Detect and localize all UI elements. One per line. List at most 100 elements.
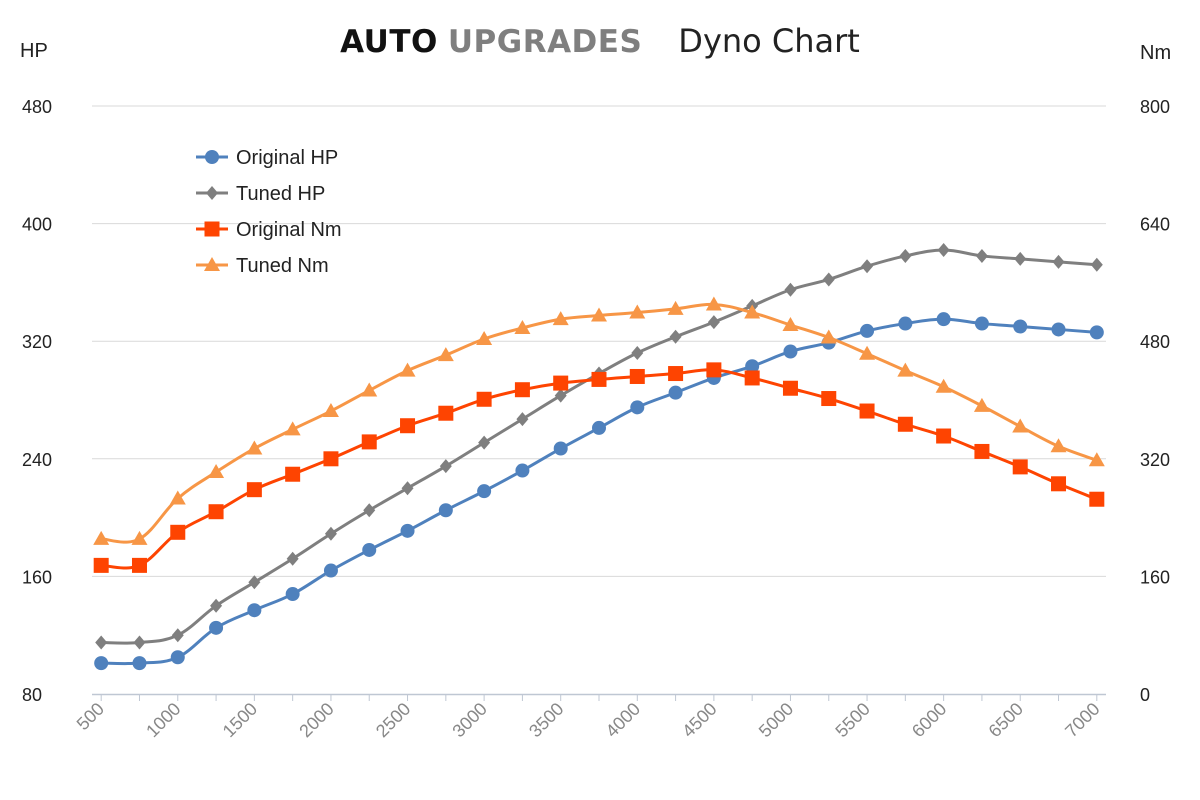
data-point-original-nm (438, 405, 454, 421)
data-point-original-hp (247, 603, 262, 618)
brand-upgrades: UPGRADES (447, 24, 643, 60)
data-point-original-hp (477, 484, 492, 499)
data-point-tuned-hp (324, 526, 337, 541)
data-point-original-nm (629, 368, 645, 384)
data-point-original-nm (1051, 476, 1067, 492)
data-point-tuned-hp (937, 243, 950, 258)
data-point-tuned-nm (591, 307, 607, 322)
data-point-tuned-nm (859, 345, 876, 360)
series-tuned-nm (93, 296, 1105, 545)
x-tick-label: 6000 (908, 699, 950, 741)
data-point-original-hp (936, 312, 951, 327)
data-point-original-nm (93, 557, 109, 573)
data-point-original-nm (1012, 459, 1028, 475)
data-point-tuned-nm (284, 421, 301, 436)
data-point-tuned-nm (361, 382, 378, 397)
legend-marker (204, 257, 220, 271)
data-point-tuned-hp (669, 329, 682, 344)
data-point-tuned-nm (514, 319, 531, 334)
data-point-original-hp (400, 523, 415, 538)
y-right-tick-label: 160 (1140, 567, 1170, 587)
data-point-tuned-hp (899, 248, 912, 263)
legend-marker (206, 186, 218, 200)
data-point-tuned-hp (631, 345, 644, 360)
data-point-tuned-nm (1050, 438, 1067, 453)
data-point-original-nm (974, 443, 990, 459)
data-point-tuned-nm (552, 311, 569, 326)
data-point-original-nm (821, 391, 837, 407)
data-point-original-hp (285, 587, 300, 602)
data-point-tuned-hp (439, 459, 452, 474)
data-point-tuned-nm (131, 530, 148, 545)
data-point-tuned-nm (208, 464, 225, 479)
data-point-original-hp (1013, 319, 1028, 334)
data-point-original-nm (323, 451, 339, 467)
data-point-original-hp (553, 441, 568, 456)
data-point-tuned-hp (1090, 257, 1103, 272)
data-point-original-nm (400, 418, 416, 434)
data-point-tuned-hp (133, 635, 146, 650)
data-point-tuned-hp (171, 628, 184, 643)
x-tick-label: 2500 (372, 699, 414, 741)
series-line-original-nm (101, 368, 1098, 570)
y-left-tick-label: 320 (22, 332, 52, 352)
data-point-tuned-hp (554, 388, 567, 403)
data-point-tuned-nm (322, 403, 339, 418)
y-right-tick-label: 800 (1140, 97, 1170, 117)
data-point-tuned-nm (169, 490, 186, 505)
data-point-original-hp (1051, 322, 1066, 337)
x-tick-label: 7000 (1061, 699, 1103, 741)
data-point-tuned-nm (667, 300, 684, 315)
data-point-original-nm (131, 557, 147, 573)
data-point-original-nm (246, 482, 262, 498)
data-point-tuned-nm (935, 378, 952, 393)
series-original-hp (94, 312, 1104, 671)
data-point-original-hp (438, 503, 453, 518)
data-point-tuned-hp (210, 598, 223, 613)
data-point-original-nm (897, 416, 913, 432)
data-point-original-nm (476, 391, 492, 407)
data-point-tuned-nm (973, 397, 990, 412)
y-right-tick-label: 0 (1140, 685, 1150, 705)
legend-label: Original Nm (236, 219, 342, 241)
x-tick-label: 500 (73, 699, 108, 734)
legend-item-original-hp: Original HP (196, 147, 338, 169)
data-point-original-nm (936, 428, 952, 444)
data-point-tuned-hp (95, 635, 108, 650)
data-point-original-nm (591, 371, 607, 387)
data-point-tuned-nm (897, 362, 914, 377)
data-point-original-nm (553, 375, 569, 391)
right-axis-unit: Nm (1140, 42, 1172, 64)
data-point-original-hp (323, 563, 338, 578)
data-point-original-nm (668, 366, 684, 382)
data-point-tuned-hp (784, 282, 797, 297)
data-point-original-hp (860, 323, 875, 338)
x-tick-label: 5500 (831, 699, 873, 741)
legend-item-tuned-nm: Tuned Nm (196, 255, 329, 277)
y-right-tick-label: 640 (1140, 215, 1170, 235)
data-point-tuned-hp (248, 575, 261, 590)
data-point-original-hp (783, 344, 798, 359)
data-point-tuned-hp (707, 315, 720, 330)
y-left-tick-label: 480 (22, 97, 52, 117)
data-point-tuned-nm (820, 329, 837, 344)
y-left-tick-label: 400 (22, 215, 52, 235)
data-point-original-hp (170, 650, 185, 665)
data-point-original-nm (514, 382, 530, 398)
data-point-tuned-nm (246, 440, 263, 455)
data-point-original-nm (208, 504, 224, 520)
data-point-tuned-nm (93, 530, 110, 545)
data-point-original-nm (859, 403, 875, 419)
legend-label: Tuned Nm (236, 255, 329, 277)
x-tick-label: 4000 (602, 699, 644, 741)
brand-auto: AUTO (340, 24, 438, 60)
legend: Original HP Tuned HP Original Nm Tuned Nm (196, 147, 342, 277)
data-point-original-hp (630, 400, 645, 415)
data-point-original-hp (362, 542, 377, 557)
series-original-nm (93, 362, 1105, 573)
data-point-original-hp (94, 656, 109, 671)
data-point-original-nm (744, 370, 760, 386)
legend-marker (205, 150, 219, 164)
data-point-tuned-nm (629, 304, 646, 319)
